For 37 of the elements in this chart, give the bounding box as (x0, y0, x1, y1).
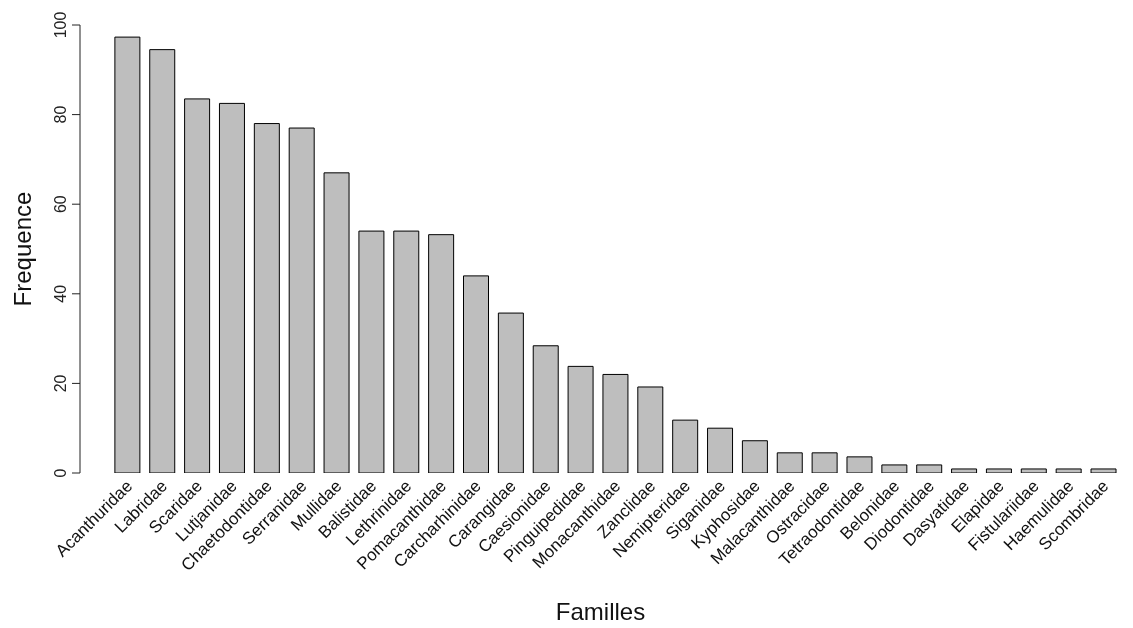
bar (881, 464, 908, 473)
bar (916, 464, 943, 473)
bar (463, 275, 489, 473)
bar (253, 123, 280, 473)
y-tick-label: 60 (52, 195, 69, 214)
bar (114, 36, 141, 473)
x-axis-title: Familles (555, 598, 646, 625)
bar (1090, 468, 1117, 473)
bar (951, 468, 978, 473)
bar (1055, 468, 1082, 473)
y-tick-label: 100 (52, 11, 69, 39)
bar (497, 312, 524, 473)
bar (637, 386, 664, 473)
bar (358, 230, 385, 473)
bar (985, 468, 1012, 473)
y-axis-title: Frequence (8, 191, 36, 307)
bar (288, 127, 315, 473)
bar (741, 440, 768, 473)
bar (184, 98, 211, 473)
bar (567, 365, 594, 473)
bar (776, 452, 803, 473)
y-tick-label: 20 (52, 374, 69, 393)
bar (707, 427, 734, 473)
bar (532, 345, 559, 473)
y-tick-label: 40 (52, 284, 69, 303)
bar (149, 49, 176, 473)
bar (218, 102, 245, 473)
bar (672, 419, 699, 473)
y-tick-label: 0 (52, 468, 69, 478)
bar (1020, 468, 1047, 473)
bar (428, 234, 455, 473)
y-tick-label: 80 (52, 105, 69, 124)
bar (846, 456, 873, 473)
bar (602, 373, 629, 473)
bar (393, 230, 420, 473)
bar (323, 172, 350, 473)
bar (811, 452, 838, 473)
